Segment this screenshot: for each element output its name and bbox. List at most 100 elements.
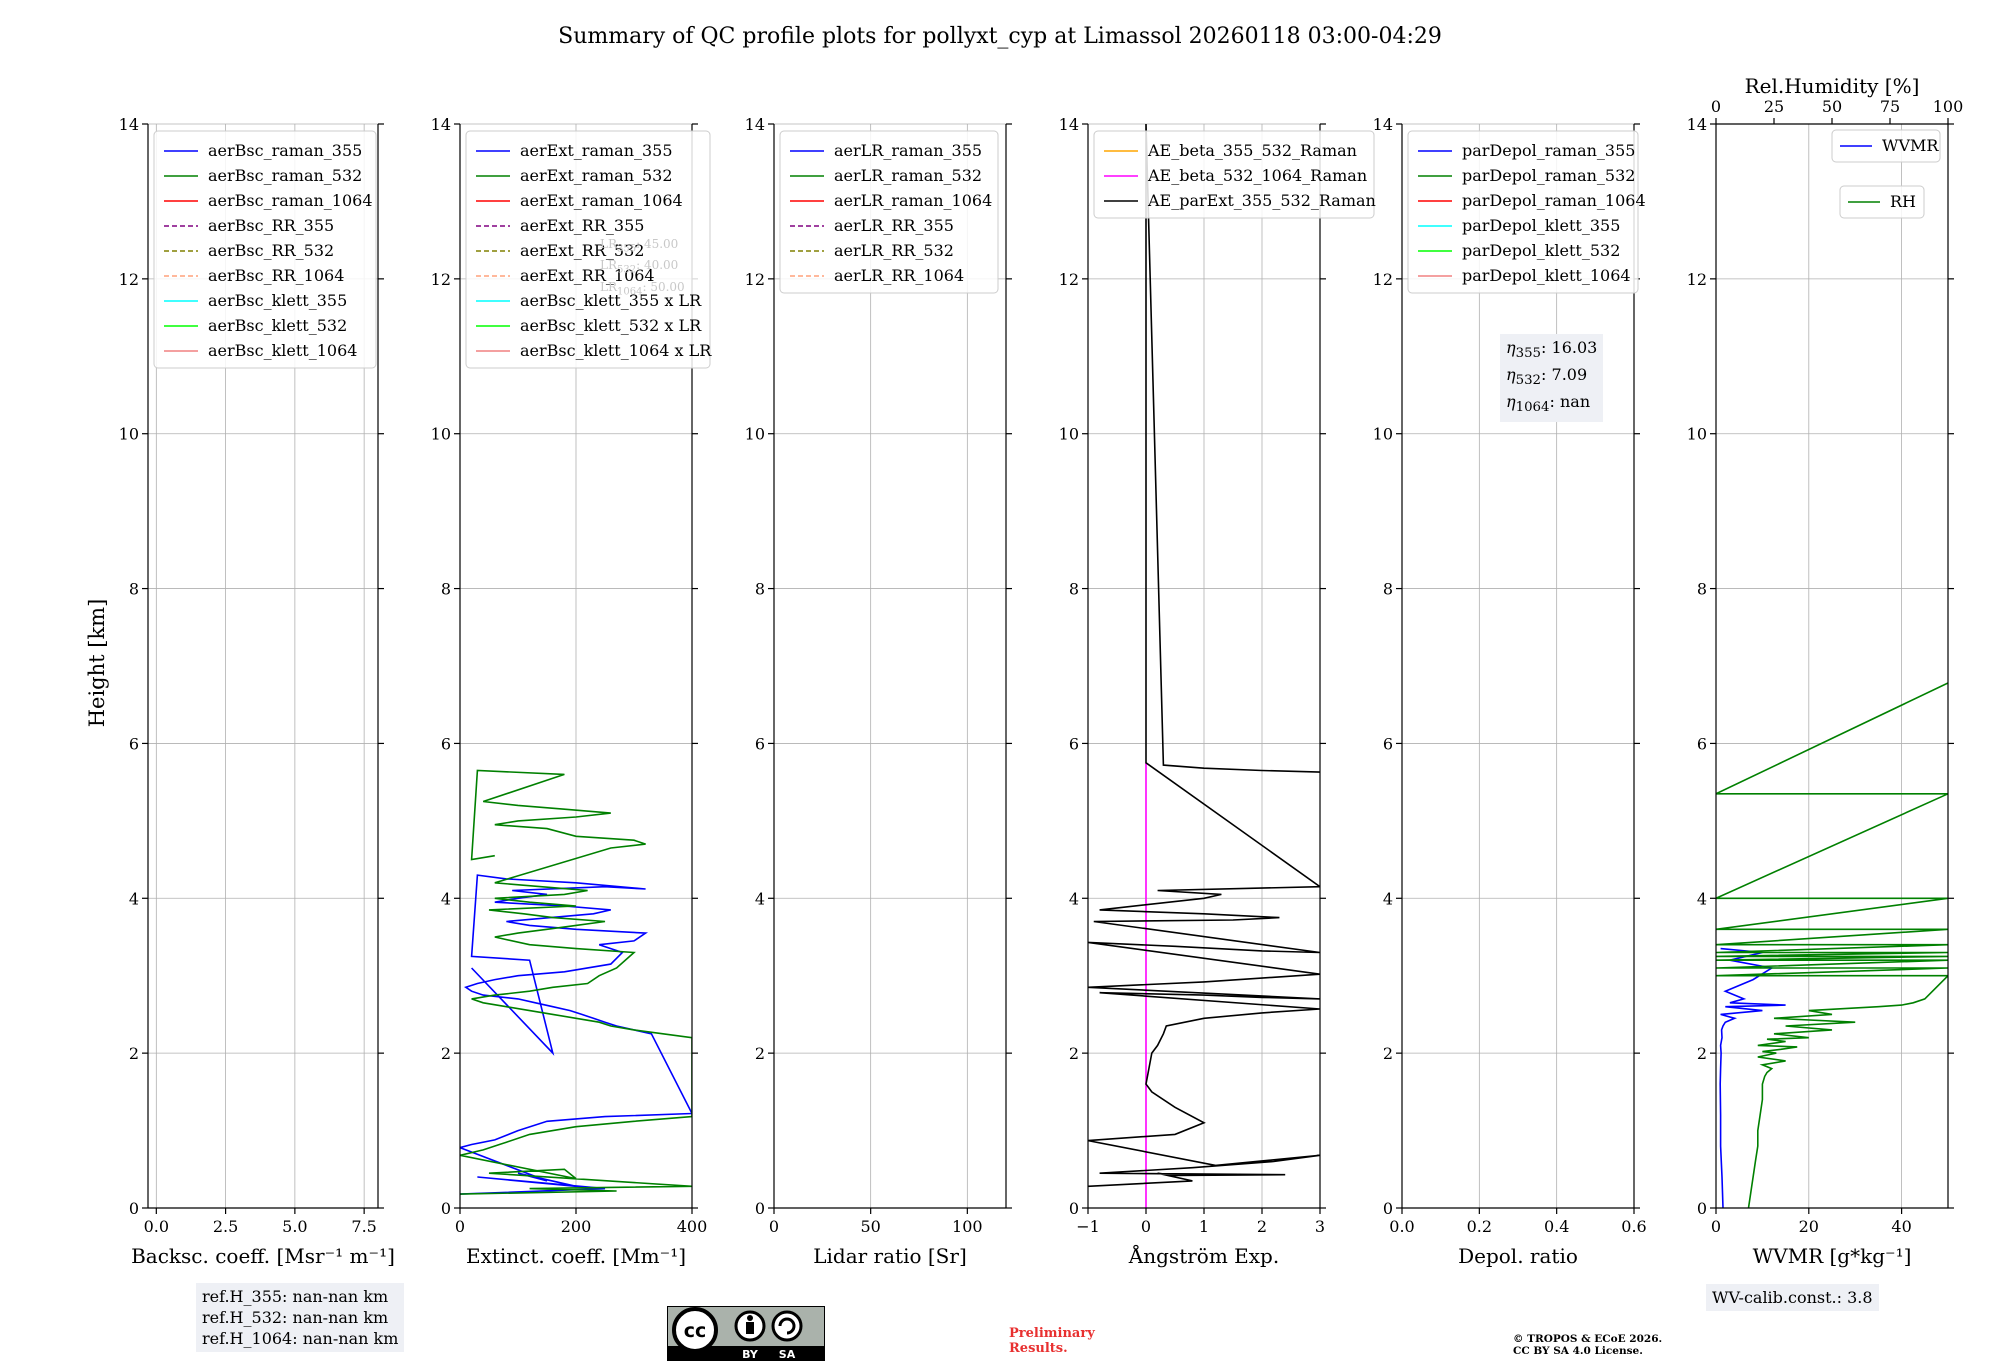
lr-ytick-label-5: 10: [745, 425, 765, 444]
ext-series-aerExt_raman_532: [460, 769, 692, 1195]
ext-series-aerExt_raman_355: [460, 874, 692, 1195]
by-person-head: [747, 1315, 753, 1321]
eta-1064: η1064: nan: [1506, 391, 1597, 418]
bsc-xtick-label-3: 7.5: [351, 1217, 376, 1236]
bsc-ytick-label-1: 2: [129, 1044, 139, 1063]
wv-xlabel: WVMR [g*kg⁻¹]: [1753, 1244, 1912, 1268]
bsc-legend-label-5: aerBsc_RR_1064: [208, 266, 344, 285]
wv-ytick-label-0: 0: [1697, 1199, 1707, 1218]
wv-legend-box-1: [1839, 185, 1925, 219]
bsc-ytick-label-2: 4: [129, 889, 139, 908]
ext-ytick-label-0: 0: [441, 1199, 451, 1218]
bsc-xtick-label-0: 0.0: [144, 1217, 169, 1236]
lr-legend-label-0: aerLR_raman_355: [834, 141, 982, 160]
depol-legend-label-0: parDepol_raman_355: [1462, 141, 1635, 160]
preliminary-line-1: Preliminary: [1009, 1326, 1095, 1341]
wv-xtick-label-0: 0: [1711, 1217, 1721, 1236]
ext-legend-label-4: aerExt_RR_532: [520, 241, 644, 260]
copyright-line-2: CC BY SA 4.0 License.: [1513, 1345, 1643, 1357]
wv-x2tick-label-0: 0: [1711, 97, 1721, 116]
cc-license-badge: cc BY SA: [667, 1306, 825, 1361]
depol-ytick-label-6: 12: [1373, 270, 1393, 289]
bsc-legend-label-1: aerBsc_raman_532: [208, 166, 362, 185]
lr-note-1064: LR1064: 50.00: [600, 279, 685, 300]
eta-532-sub: 532: [1515, 373, 1542, 389]
bsc-ytick-label-3: 6: [129, 734, 139, 753]
ref-height-355: ref.H_355: nan-nan km: [202, 1287, 389, 1306]
ae-xlabel: Ångström Exp.: [1128, 1243, 1279, 1268]
bsc-ytick-label-4: 8: [129, 580, 139, 599]
ref-heights-box: ref.H_355: nan-nan km ref.H_532: nan-nan…: [196, 1283, 405, 1352]
ext-ytick-label-5: 10: [431, 425, 451, 444]
eta-355: η355: 16.03: [1506, 337, 1597, 364]
depol-ytick-label-0: 0: [1383, 1199, 1393, 1218]
depol-xtick-label-0: 0.0: [1389, 1217, 1414, 1236]
lr-ytick-label-6: 12: [745, 270, 765, 289]
bsc-legend-box: [153, 130, 377, 369]
eta-1064-symbol: η: [1506, 392, 1516, 412]
lr-ytick-label-3: 6: [755, 734, 765, 753]
by-person-body: [746, 1322, 754, 1334]
wv-legend-box-0: [1831, 129, 1941, 163]
bsc-legend-label-2: aerBsc_raman_1064: [208, 191, 373, 210]
bsc-xtick-label-2: 5.0: [282, 1217, 307, 1236]
ae-xtick-label-4: 3: [1315, 1217, 1325, 1236]
wv-ytick-label-6: 12: [1687, 270, 1707, 289]
ae-legend-label-1: AE_beta_532_1064_Raman: [1147, 166, 1367, 185]
lr-xlabel: Lidar ratio [Sr]: [813, 1244, 967, 1268]
wv-x2tick-label-4: 100: [1933, 97, 1964, 116]
lr-ytick-label-7: 14: [745, 115, 765, 134]
chart-lr: 0 2 4 6 8 10 12 14 0 50 100 Lidar ratio [Sr] aerLR_r…: [745, 115, 1012, 1268]
ae-legend-label-2: AE_parExt_355_532_Raman: [1147, 191, 1376, 210]
bsc-legend-label-7: aerBsc_klett_532: [208, 316, 347, 335]
lr-ytick-label-1: 2: [755, 1044, 765, 1063]
ext-ytick-label-4: 8: [441, 580, 451, 599]
preliminary-line-2: Results.: [1009, 1341, 1068, 1356]
bsc-legend-label-6: aerBsc_klett_355: [208, 291, 347, 310]
lr-xtick-label-2: 100: [952, 1217, 983, 1236]
ext-ytick-label-7: 14: [431, 115, 451, 134]
ext-legend-label-7: aerBsc_klett_532 x LR: [520, 316, 702, 335]
cc-logo-icon: [672, 1307, 718, 1353]
eta-box: η355: 16.03 η532: 7.09 η1064: nan: [1500, 334, 1604, 422]
lr-note-1064-value: : 50.00: [642, 279, 685, 294]
wv-ytick-label-4: 8: [1697, 580, 1707, 599]
ext-legend-label-8: aerBsc_klett_1064 x LR: [520, 341, 712, 360]
depol-ytick-label-5: 10: [1373, 425, 1393, 444]
lr-note-532-sub: 532: [617, 264, 637, 276]
lr-note-532: LR532: 40.00: [600, 257, 685, 278]
lr-legend-label-5: aerLR_RR_1064: [834, 266, 964, 285]
preliminary-note: Preliminary Results.: [1009, 1326, 1095, 1356]
eta-532-symbol: η: [1506, 365, 1516, 385]
ext-ytick-label-2: 4: [441, 889, 451, 908]
ext-legend-label-5: aerExt_RR_1064: [520, 266, 655, 285]
ae-xtick-label-3: 2: [1257, 1217, 1267, 1236]
wv-calib-text: WV-calib.const.: 3.8: [1712, 1288, 1873, 1307]
eta-532: η532: 7.09: [1506, 364, 1597, 391]
ext-legend-label-1: aerExt_raman_532: [520, 166, 673, 185]
lr-note-355-sub: 355: [617, 243, 637, 255]
bsc-legend-label-0: aerBsc_raman_355: [208, 141, 362, 160]
wv-series-RH: [1716, 682, 1948, 1208]
lr-legend-box: [779, 130, 999, 294]
lr-ytick-label-4: 8: [755, 580, 765, 599]
figure-title: Summary of QC profile plots for pollyxt_…: [558, 24, 1442, 49]
ae-ytick-label-7: 14: [1059, 115, 1079, 134]
wv-ytick-label-1: 2: [1697, 1044, 1707, 1063]
depol-ytick-label-7: 14: [1373, 115, 1393, 134]
ae-xtick-label-0: −1: [1076, 1217, 1100, 1236]
wv-xtick-label-2: 40: [1891, 1217, 1911, 1236]
ref-height-1064: ref.H_1064: nan-nan km: [202, 1329, 399, 1348]
eta-532-value: : 7.09: [1541, 365, 1588, 385]
eta-1064-sub: 1064: [1515, 400, 1550, 416]
wv-xtick-label-1: 20: [1799, 1217, 1819, 1236]
ext-legend-label-3: aerExt_RR_355: [520, 216, 644, 235]
lr-note-532-symbol: LR: [600, 258, 618, 273]
depol-legend-label-5: parDepol_klett_1064: [1462, 266, 1631, 285]
depol-legend-label-3: parDepol_klett_355: [1462, 216, 1620, 235]
ae-ytick-label-2: 4: [1069, 889, 1079, 908]
sa-arrow-path: [778, 1317, 796, 1335]
